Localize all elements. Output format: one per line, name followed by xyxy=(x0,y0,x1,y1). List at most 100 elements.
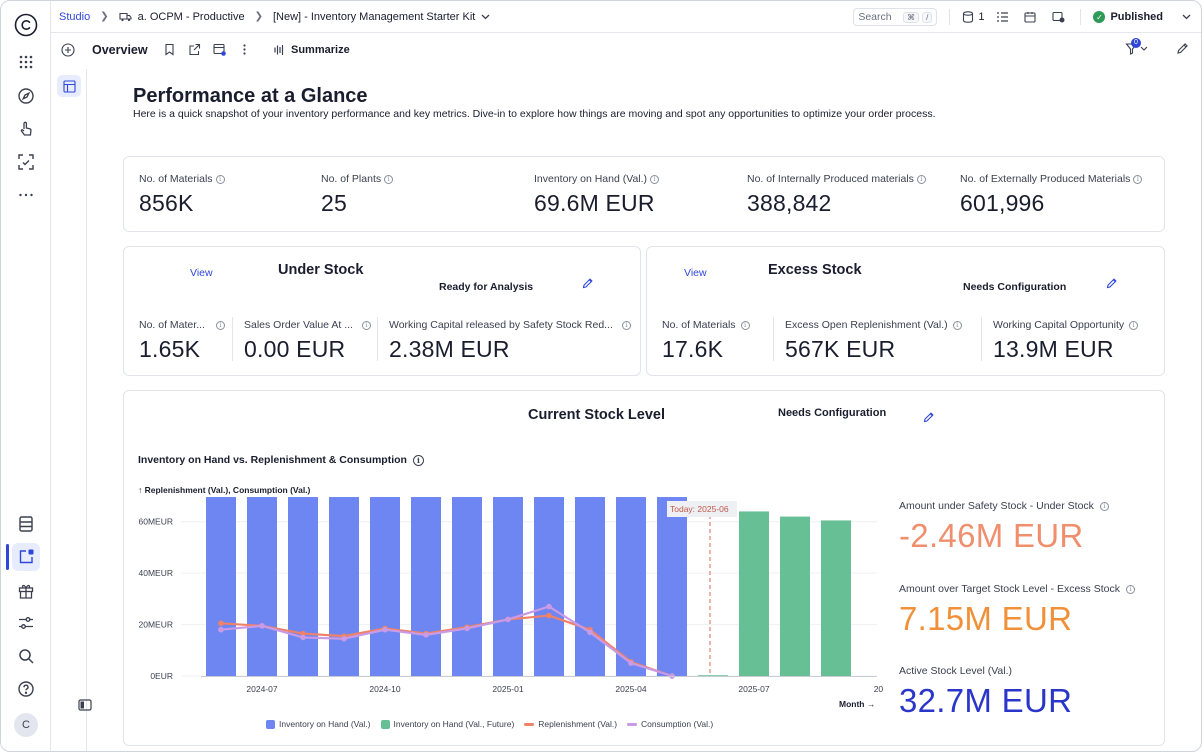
add-circle-icon[interactable] xyxy=(61,43,75,57)
under-stock-kpi-sales-order: Sales Order Value At ... i 0.00 EUR xyxy=(244,319,371,363)
legend-item-consumption[interactable]: Consumption (Val.) xyxy=(627,719,713,729)
share-icon[interactable] xyxy=(188,43,201,56)
info-icon[interactable]: i xyxy=(650,174,660,184)
settings-shield-icon[interactable] xyxy=(1052,9,1068,25)
database-icon[interactable] xyxy=(16,514,36,534)
info-icon[interactable]: i xyxy=(215,320,225,330)
info-icon[interactable]: i xyxy=(1099,501,1109,511)
edit-pencil-icon[interactable] xyxy=(582,277,594,289)
kpi-label-text: Excess Open Replenishment (Val.) xyxy=(785,319,948,331)
database-icon xyxy=(963,11,974,23)
breadcrumb-package[interactable]: [New] - Inventory Management Starter Kit xyxy=(272,10,476,23)
page-layout-icon[interactable] xyxy=(57,75,81,97)
sparkle-bars-icon xyxy=(274,44,284,55)
edit-pencil-icon[interactable] xyxy=(1176,42,1189,55)
published-status-button[interactable]: ✓ Published xyxy=(1093,11,1191,23)
celonis-logo-icon[interactable] xyxy=(14,13,38,37)
bar xyxy=(329,497,359,676)
chart-title: Inventory on Hand vs. Replenishment & Co… xyxy=(138,454,424,466)
excess-stock-card: View Excess Stock Needs Configuration No… xyxy=(646,246,1165,376)
info-icon[interactable]: i xyxy=(740,320,750,330)
kpi-externally-produced: No. of Externally Produced Materials i 60… xyxy=(960,173,1143,217)
excess-stock-view-link[interactable]: View xyxy=(684,267,707,279)
x-tick-label: 2025-07 xyxy=(738,684,769,694)
kpi-value: 69.6M EUR xyxy=(534,190,655,216)
edit-pencil-icon[interactable] xyxy=(1106,277,1118,289)
filter-button[interactable]: 0 xyxy=(1125,38,1148,55)
legend-item-inventory-future[interactable]: Inventory on Hand (Val., Future) xyxy=(380,719,514,729)
legend-item-replenishment[interactable]: Replenishment (Val.) xyxy=(524,719,617,729)
studio-edit-icon[interactable] xyxy=(12,543,40,571)
bar xyxy=(493,497,523,676)
line-point xyxy=(382,626,388,633)
breadcrumb-studio[interactable]: Studio xyxy=(59,10,91,23)
kpi-label-text: Inventory on Hand (Val.) xyxy=(534,173,648,185)
under-stock-view-link[interactable]: View xyxy=(190,267,213,279)
more-horizontal-icon[interactable] xyxy=(16,185,36,205)
info-icon[interactable]: i xyxy=(361,320,371,330)
info-icon[interactable]: i xyxy=(952,320,962,330)
kpi-label: Amount under Safety Stock - Under Stock i xyxy=(899,500,1109,512)
edit-pencil-icon[interactable] xyxy=(923,411,935,423)
legend-item-inventory[interactable]: Inventory on Hand (Val.) xyxy=(266,719,371,729)
bar xyxy=(821,520,851,676)
info-icon[interactable]: i xyxy=(621,320,631,330)
legend-swatch xyxy=(627,722,638,726)
kpi-value: 856K xyxy=(139,190,194,216)
sidebar-toggle-icon[interactable] xyxy=(78,698,92,712)
checklist-icon[interactable] xyxy=(996,9,1012,25)
kpi-label-text: No. of Externally Produced Materials xyxy=(960,173,1131,185)
info-icon[interactable]: i xyxy=(215,174,225,184)
apps-grid-icon[interactable] xyxy=(16,52,36,72)
hand-pointer-icon[interactable] xyxy=(16,119,36,139)
chart-x-axis-label: Month → xyxy=(839,699,876,709)
view-toolbar: Overview Summarize 0 xyxy=(51,33,1201,69)
line-point xyxy=(464,625,470,632)
series-line xyxy=(220,605,673,678)
kpi-value: 567K EUR xyxy=(785,336,896,362)
kpi-value: 17.6K xyxy=(662,336,724,362)
line-point xyxy=(423,632,429,638)
bar xyxy=(288,497,318,676)
bar xyxy=(534,497,564,676)
breadcrumb: Studio ❯ a. OCPM - Productive ❯ [New] - … xyxy=(59,11,490,23)
chevron-down-icon[interactable] xyxy=(481,14,490,20)
gift-icon[interactable] xyxy=(16,581,36,601)
kpi-value: 13.9M EUR xyxy=(993,336,1114,362)
bar xyxy=(616,497,646,676)
page-rail xyxy=(51,69,92,751)
info-icon[interactable]: i xyxy=(412,454,424,466)
bar xyxy=(452,497,482,676)
y-tick-label: 60MEUR xyxy=(139,517,173,527)
side-kpi-active-stock: Active Stock Level (Val.) 32.7M EUR xyxy=(899,665,1072,720)
line-point xyxy=(505,616,511,623)
info-icon[interactable]: i xyxy=(1126,584,1135,594)
compass-icon[interactable] xyxy=(16,86,36,106)
calendar-icon[interactable] xyxy=(1024,9,1040,25)
bookmark-icon[interactable] xyxy=(163,43,176,56)
scan-icon[interactable] xyxy=(16,152,36,172)
kpi-inventory-on-hand: Inventory on Hand (Val.) i 69.6M EUR xyxy=(534,173,660,217)
data-model-button[interactable]: 1 xyxy=(962,11,984,23)
kpi-label: No. of Materials i xyxy=(662,319,750,331)
summarize-button[interactable]: Summarize xyxy=(273,44,350,56)
view-actions: Summarize xyxy=(163,43,350,56)
legend-label: Inventory on Hand (Val.) xyxy=(279,719,371,729)
more-vertical-icon[interactable] xyxy=(238,43,251,56)
search-input[interactable]: Search ⌘ / xyxy=(853,8,938,26)
breadcrumb-space[interactable]: a. OCPM - Productive xyxy=(137,10,245,23)
info-icon[interactable]: i xyxy=(916,174,926,184)
check-circle-icon: ✓ xyxy=(1093,11,1106,23)
sliders-icon[interactable] xyxy=(16,613,36,633)
kpi-label-text: No. of Materials xyxy=(662,319,736,331)
kpi-label: No. of Mater... i xyxy=(139,319,225,331)
info-icon[interactable]: i xyxy=(1129,320,1139,330)
under-stock-kpi-working-capital: Working Capital released by Safety Stock… xyxy=(389,319,631,363)
search-shortcut-cmd: ⌘ xyxy=(903,11,920,23)
info-icon[interactable]: i xyxy=(384,174,394,184)
schedule-icon[interactable] xyxy=(213,43,226,56)
help-icon[interactable] xyxy=(16,679,36,699)
user-avatar[interactable]: C xyxy=(14,713,38,737)
info-icon[interactable]: i xyxy=(1133,174,1143,184)
search-icon[interactable] xyxy=(16,646,36,666)
